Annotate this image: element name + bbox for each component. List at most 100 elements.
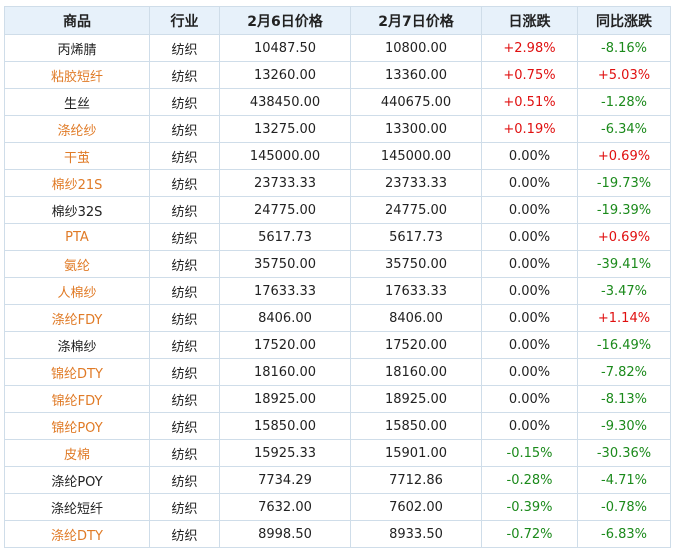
yoy-change-cell: -7.82% bbox=[577, 358, 671, 386]
yoy-change-cell: -1.28% bbox=[577, 88, 671, 116]
daily-change-cell: 0.00% bbox=[481, 142, 578, 170]
table-row: 锦纶POY 纺织 15850.00 15850.00 0.00% -9.30% bbox=[4, 412, 671, 440]
daily-change-cell: 0.00% bbox=[481, 331, 578, 359]
header-industry: 行业 bbox=[149, 6, 220, 35]
table-row: 丙烯腈 纺织 10487.50 10800.00 +2.98% -8.16% bbox=[4, 34, 671, 62]
commodity-name[interactable]: 涤纶纱 bbox=[4, 115, 150, 143]
daily-change-cell: -0.39% bbox=[481, 493, 578, 521]
header-yoy-change: 同比涨跌 bbox=[577, 6, 671, 35]
price-feb6-cell: 438450.00 bbox=[219, 88, 351, 116]
header-commodity: 商品 bbox=[4, 6, 150, 35]
price-feb6-cell: 17633.33 bbox=[219, 277, 351, 305]
price-feb6-cell: 7632.00 bbox=[219, 493, 351, 521]
price-feb7-cell: 13300.00 bbox=[350, 115, 482, 143]
price-feb6-cell: 24775.00 bbox=[219, 196, 351, 224]
table-row: 干茧 纺织 145000.00 145000.00 0.00% +0.69% bbox=[4, 142, 671, 170]
price-feb6-cell: 15925.33 bbox=[219, 439, 351, 467]
industry-cell: 纺织 bbox=[149, 466, 220, 494]
table-row: 涤纶POY 纺织 7734.29 7712.86 -0.28% -4.71% bbox=[4, 466, 671, 494]
daily-change-cell: +2.98% bbox=[481, 34, 578, 62]
commodity-name: 涤纶POY bbox=[4, 466, 150, 494]
price-feb6-cell: 23733.33 bbox=[219, 169, 351, 197]
price-feb7-cell: 7712.86 bbox=[350, 466, 482, 494]
commodity-name: 涤纶短纤 bbox=[4, 493, 150, 521]
commodity-name[interactable]: PTA bbox=[4, 223, 150, 251]
daily-change-cell: -0.28% bbox=[481, 466, 578, 494]
table-row: 涤纶短纤 纺织 7632.00 7602.00 -0.39% -0.78% bbox=[4, 493, 671, 521]
price-feb7-cell: 18160.00 bbox=[350, 358, 482, 386]
commodity-name[interactable]: 氨纶 bbox=[4, 250, 150, 278]
price-feb6-cell: 13275.00 bbox=[219, 115, 351, 143]
yoy-change-cell: +0.69% bbox=[577, 223, 671, 251]
price-feb6-cell: 18925.00 bbox=[219, 385, 351, 413]
price-feb7-cell: 15901.00 bbox=[350, 439, 482, 467]
daily-change-cell: 0.00% bbox=[481, 196, 578, 224]
commodity-name[interactable]: 锦纶POY bbox=[4, 412, 150, 440]
table-row: PTA 纺织 5617.73 5617.73 0.00% +0.69% bbox=[4, 223, 671, 251]
price-table: 商品 行业 2月6日价格 2月7日价格 日涨跌 同比涨跌 丙烯腈 纺织 10487.… bbox=[4, 6, 671, 548]
price-feb7-cell: 8933.50 bbox=[350, 520, 482, 548]
price-feb7-cell: 7602.00 bbox=[350, 493, 482, 521]
table-row: 涤纶FDY 纺织 8406.00 8406.00 0.00% +1.14% bbox=[4, 304, 671, 332]
header-daily-change: 日涨跌 bbox=[481, 6, 578, 35]
industry-cell: 纺织 bbox=[149, 412, 220, 440]
yoy-change-cell: -39.41% bbox=[577, 250, 671, 278]
daily-change-cell: 0.00% bbox=[481, 412, 578, 440]
yoy-change-cell: -8.13% bbox=[577, 385, 671, 413]
commodity-name[interactable]: 干茧 bbox=[4, 142, 150, 170]
price-feb6-cell: 10487.50 bbox=[219, 34, 351, 62]
price-feb7-cell: 18925.00 bbox=[350, 385, 482, 413]
yoy-change-cell: +5.03% bbox=[577, 61, 671, 89]
table-row: 涤纶DTY 纺织 8998.50 8933.50 -0.72% -6.83% bbox=[4, 520, 671, 548]
commodity-name: 丙烯腈 bbox=[4, 34, 150, 62]
yoy-change-cell: -16.49% bbox=[577, 331, 671, 359]
industry-cell: 纺织 bbox=[149, 61, 220, 89]
table-row: 粘胶短纤 纺织 13260.00 13360.00 +0.75% +5.03% bbox=[4, 61, 671, 89]
daily-change-cell: 0.00% bbox=[481, 223, 578, 251]
industry-cell: 纺织 bbox=[149, 142, 220, 170]
header-price-feb6: 2月6日价格 bbox=[219, 6, 351, 35]
yoy-change-cell: +1.14% bbox=[577, 304, 671, 332]
price-feb7-cell: 15850.00 bbox=[350, 412, 482, 440]
industry-cell: 纺织 bbox=[149, 169, 220, 197]
table-row: 锦纶DTY 纺织 18160.00 18160.00 0.00% -7.82% bbox=[4, 358, 671, 386]
commodity-name[interactable]: 粘胶短纤 bbox=[4, 61, 150, 89]
price-feb6-cell: 35750.00 bbox=[219, 250, 351, 278]
commodity-name[interactable]: 人棉纱 bbox=[4, 277, 150, 305]
table-header-row: 商品 行业 2月6日价格 2月7日价格 日涨跌 同比涨跌 bbox=[4, 6, 671, 35]
commodity-name[interactable]: 锦纶FDY bbox=[4, 385, 150, 413]
yoy-change-cell: -19.39% bbox=[577, 196, 671, 224]
daily-change-cell: 0.00% bbox=[481, 169, 578, 197]
commodity-name[interactable]: 皮棉 bbox=[4, 439, 150, 467]
table-row: 涤纶纱 纺织 13275.00 13300.00 +0.19% -6.34% bbox=[4, 115, 671, 143]
daily-change-cell: -0.15% bbox=[481, 439, 578, 467]
daily-change-cell: 0.00% bbox=[481, 250, 578, 278]
yoy-change-cell: -9.30% bbox=[577, 412, 671, 440]
price-feb6-cell: 7734.29 bbox=[219, 466, 351, 494]
price-feb6-cell: 18160.00 bbox=[219, 358, 351, 386]
price-feb7-cell: 145000.00 bbox=[350, 142, 482, 170]
commodity-name: 生丝 bbox=[4, 88, 150, 116]
price-feb6-cell: 13260.00 bbox=[219, 61, 351, 89]
table-row: 棉纱21S 纺织 23733.33 23733.33 0.00% -19.73% bbox=[4, 169, 671, 197]
industry-cell: 纺织 bbox=[149, 223, 220, 251]
table-row: 氨纶 纺织 35750.00 35750.00 0.00% -39.41% bbox=[4, 250, 671, 278]
commodity-name[interactable]: 涤纶FDY bbox=[4, 304, 150, 332]
industry-cell: 纺织 bbox=[149, 34, 220, 62]
industry-cell: 纺织 bbox=[149, 277, 220, 305]
commodity-name[interactable]: 锦纶DTY bbox=[4, 358, 150, 386]
commodity-name[interactable]: 涤纶DTY bbox=[4, 520, 150, 548]
header-price-feb7: 2月7日价格 bbox=[350, 6, 482, 35]
price-feb6-cell: 15850.00 bbox=[219, 412, 351, 440]
yoy-change-cell: -3.47% bbox=[577, 277, 671, 305]
industry-cell: 纺织 bbox=[149, 358, 220, 386]
price-feb6-cell: 17520.00 bbox=[219, 331, 351, 359]
price-feb6-cell: 5617.73 bbox=[219, 223, 351, 251]
price-feb7-cell: 440675.00 bbox=[350, 88, 482, 116]
industry-cell: 纺织 bbox=[149, 520, 220, 548]
commodity-name[interactable]: 棉纱21S bbox=[4, 169, 150, 197]
price-feb6-cell: 8406.00 bbox=[219, 304, 351, 332]
daily-change-cell: 0.00% bbox=[481, 277, 578, 305]
industry-cell: 纺织 bbox=[149, 331, 220, 359]
industry-cell: 纺织 bbox=[149, 304, 220, 332]
